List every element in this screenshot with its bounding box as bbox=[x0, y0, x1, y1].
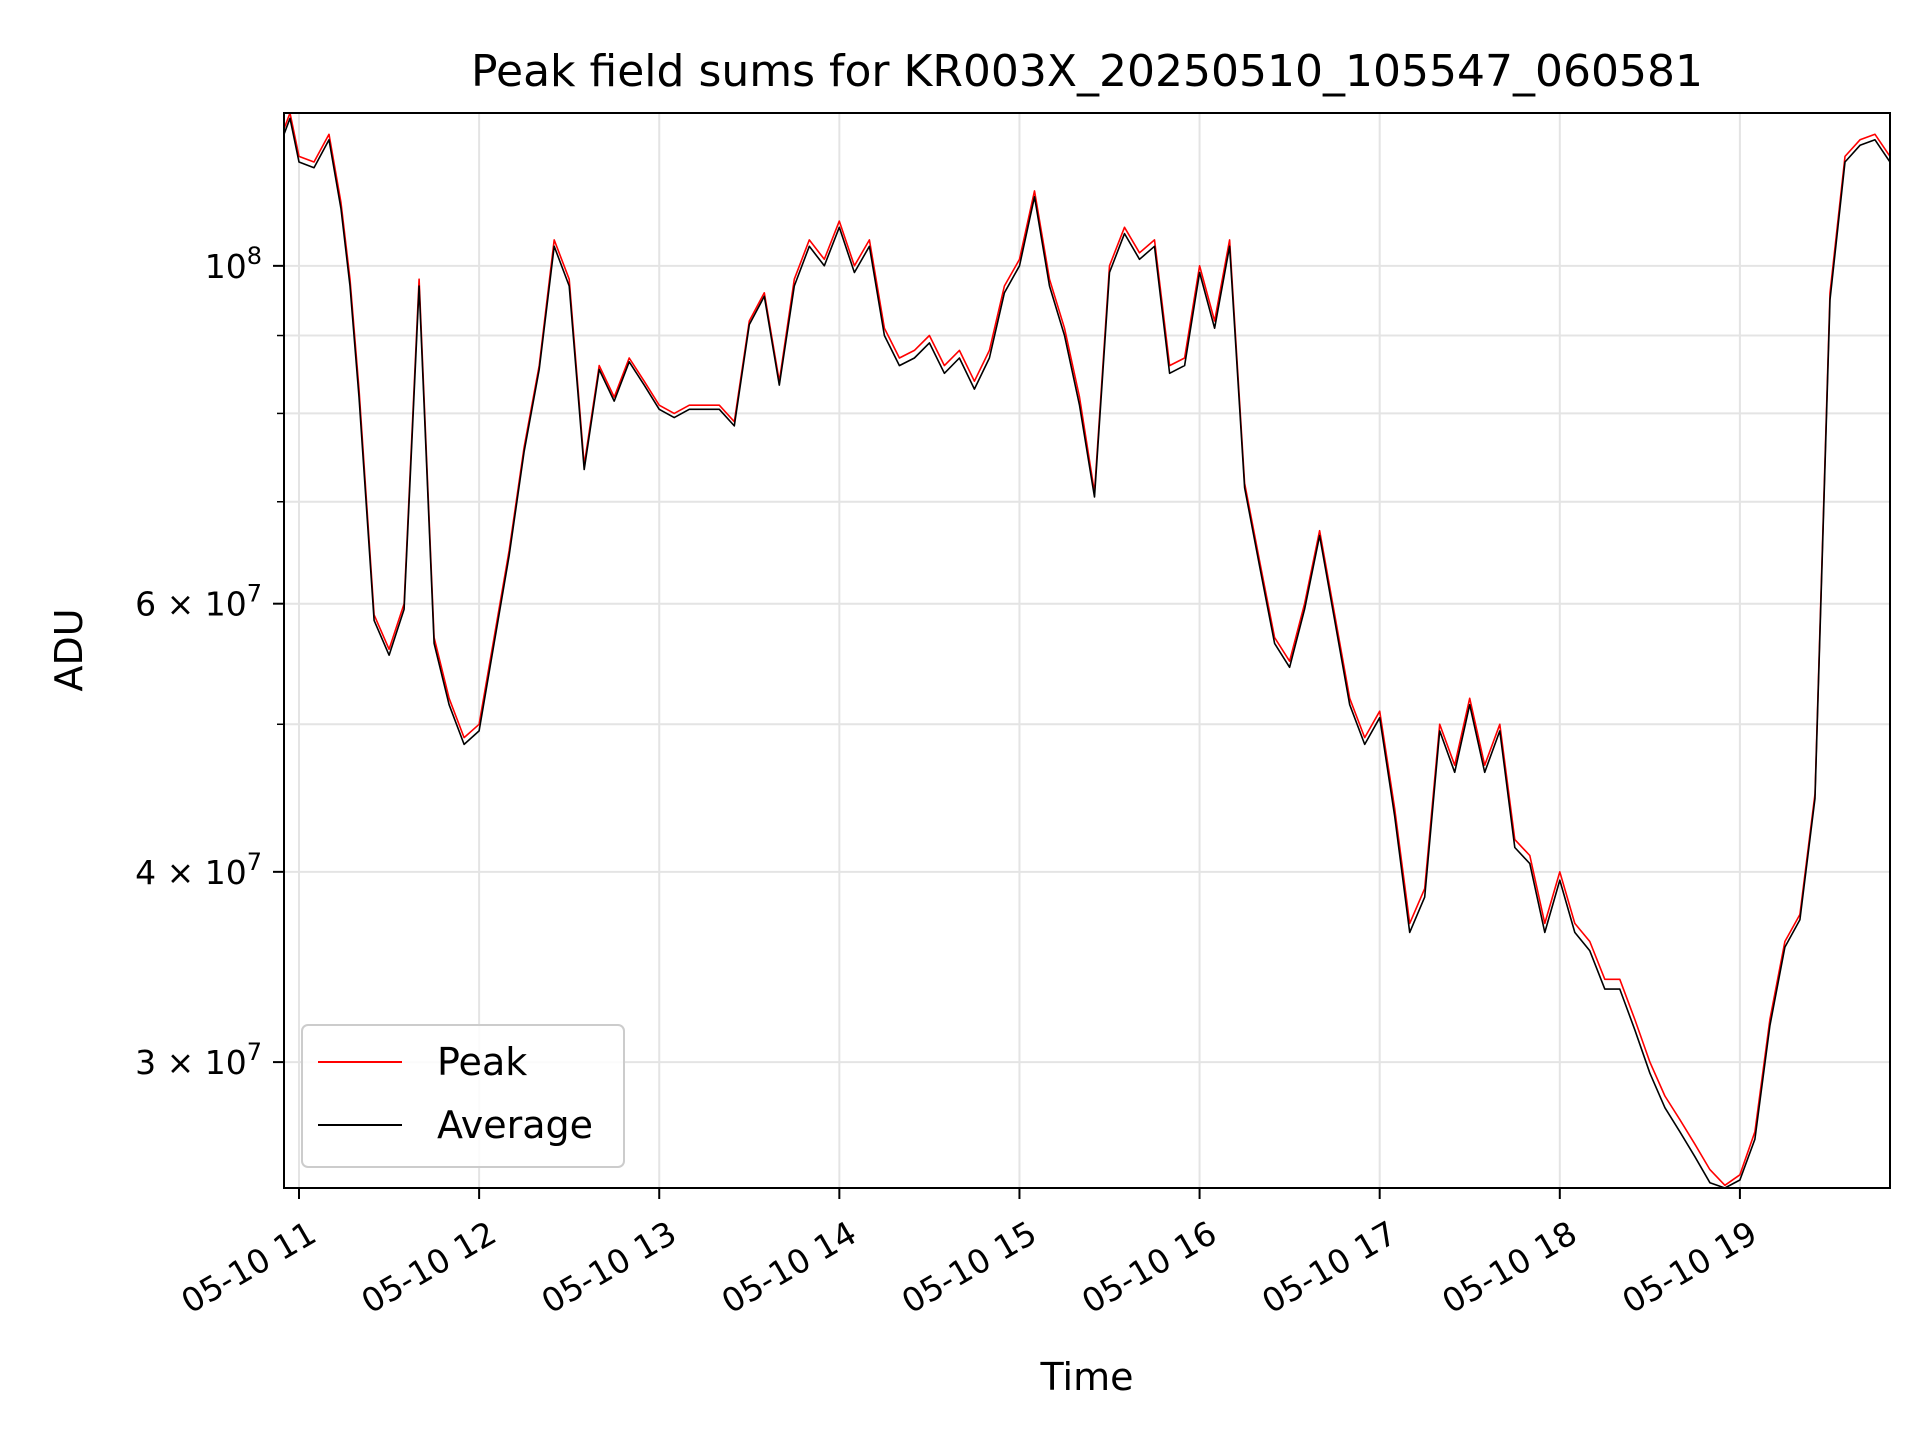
plot-frame bbox=[283, 112, 1891, 1189]
x-axis-title: Time bbox=[1040, 1355, 1134, 1399]
y-tick-label: 6 × 107 bbox=[135, 580, 262, 624]
legend-box bbox=[301, 1024, 625, 1168]
y-tick-label: 3 × 107 bbox=[135, 1038, 262, 1082]
y-axis-title: ADU bbox=[47, 608, 91, 691]
legend-label-peak: Peak bbox=[437, 1040, 527, 1084]
y-axis: 108 6 × 107 4 × 107 3 × 107 bbox=[135, 242, 284, 1082]
series-line-average bbox=[284, 117, 1890, 1188]
y-tick-label: 4 × 107 bbox=[135, 848, 262, 892]
legend-label-average: Average bbox=[437, 1103, 593, 1147]
series-layer bbox=[284, 113, 1890, 1188]
legend: Peak Average bbox=[301, 1024, 625, 1168]
y-tick-label: 108 bbox=[205, 242, 262, 286]
chart-title: Peak field sums for KR003X_20250510_1055… bbox=[471, 46, 1703, 97]
